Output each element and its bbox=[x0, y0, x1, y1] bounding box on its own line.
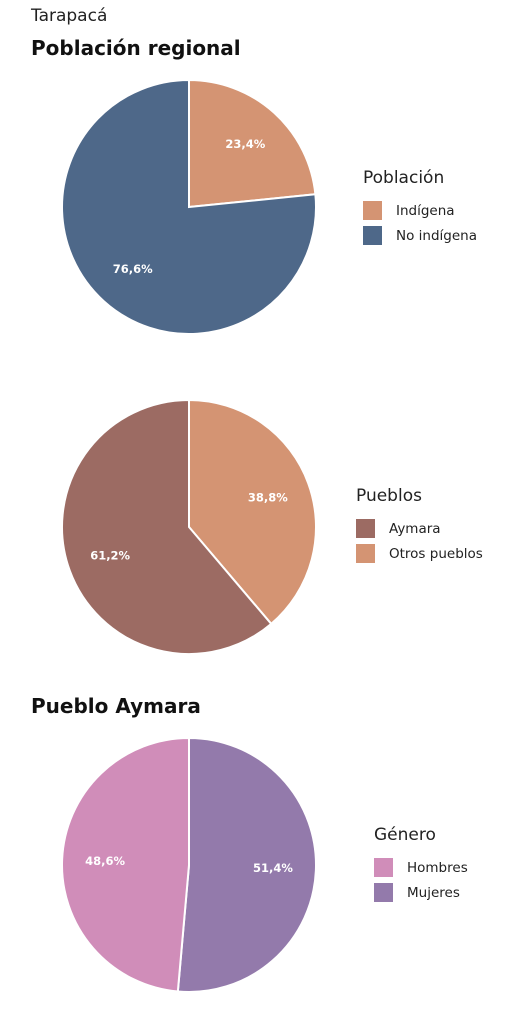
slice-value-label: 48,6% bbox=[85, 854, 125, 868]
legend-label: No indígena bbox=[396, 227, 477, 244]
legend-swatch bbox=[374, 883, 393, 902]
pie-slice-hombres bbox=[61, 736, 190, 993]
legend-swatch bbox=[356, 544, 375, 563]
legend-swatch bbox=[363, 226, 382, 245]
slice-value-label: 76,6% bbox=[113, 262, 153, 276]
legend-item-no-indigena: No indígena bbox=[363, 223, 477, 248]
legend-swatch bbox=[363, 201, 382, 220]
legend-item-hombres: Hombres bbox=[374, 855, 468, 880]
legend-swatch bbox=[356, 519, 375, 538]
pie-slice-otros-pueblos bbox=[188, 398, 317, 626]
legend-item-indigena: Indígena bbox=[363, 198, 477, 223]
legend-item-otros-pueblos: Otros pueblos bbox=[356, 541, 483, 566]
pie-chart-poblacion: 23,4% 76,6% bbox=[61, 78, 317, 335]
pie-slice-aymara bbox=[61, 398, 273, 655]
legend-label: Indígena bbox=[396, 202, 455, 219]
legend-label: Otros pueblos bbox=[389, 545, 483, 562]
slice-value-label: 61,2% bbox=[90, 548, 130, 562]
legend-item-aymara: Aymara bbox=[356, 516, 483, 541]
legend-label: Aymara bbox=[389, 520, 441, 537]
pie-slice-mujeres bbox=[176, 736, 317, 993]
pie-chart-pueblos: 38,8% 61,2% bbox=[61, 398, 317, 655]
pie-slice-indigena bbox=[188, 78, 317, 209]
legend-poblacion: Población Indígena No indígena bbox=[363, 168, 477, 248]
legend-genero: Género Hombres Mujeres bbox=[374, 825, 468, 905]
region-label: Tarapacá bbox=[31, 6, 108, 26]
section-title-aymara: Pueblo Aymara bbox=[31, 694, 201, 718]
legend-title: Pueblos bbox=[356, 486, 422, 506]
section-title-poblacion: Población regional bbox=[31, 36, 241, 60]
legend-pueblos: Pueblos Aymara Otros pueblos bbox=[356, 486, 483, 566]
legend-title: Género bbox=[374, 825, 436, 845]
slice-value-label: 38,8% bbox=[248, 491, 288, 505]
legend-swatch bbox=[374, 858, 393, 877]
pie-slice-no-indigena bbox=[61, 78, 317, 335]
pie-chart-genero: 51,4% 48,6% bbox=[61, 736, 317, 993]
legend-title: Población bbox=[363, 168, 445, 188]
legend-label: Mujeres bbox=[407, 884, 460, 901]
legend-label: Hombres bbox=[407, 859, 468, 876]
legend-item-mujeres: Mujeres bbox=[374, 880, 468, 905]
slice-value-label: 23,4% bbox=[225, 137, 265, 151]
slice-value-label: 51,4% bbox=[253, 861, 293, 875]
